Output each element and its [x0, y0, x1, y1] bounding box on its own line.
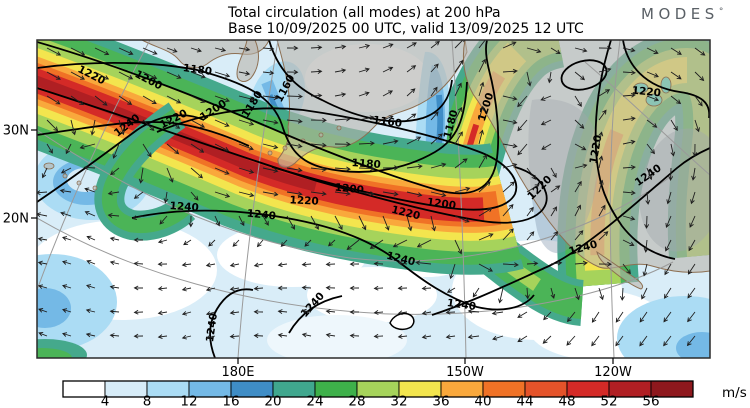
hawaii-island: [389, 312, 415, 331]
contour-label: 1220: [588, 134, 605, 165]
chart-title: Total circulation (all modes) at 200 hPa: [227, 5, 501, 21]
lat-label: 20N: [3, 212, 29, 227]
contour-label: 1200: [426, 196, 457, 212]
logo-mark: °: [719, 7, 724, 17]
colorbar-tick-label: 48: [558, 394, 575, 408]
colorbar-tick-label: 36: [432, 394, 449, 408]
colorbar-unit: m/s: [722, 385, 747, 401]
colorbar-tick-label: 44: [516, 394, 533, 408]
contour-label: 1240: [204, 312, 220, 343]
wind-arrows: [37, 40, 706, 347]
colorbar-frame: [62, 380, 694, 398]
wind-arrow-field: [37, 40, 706, 347]
colorbar-tick-label: 28: [348, 394, 365, 408]
lat-label: 30N: [3, 124, 29, 139]
colorbar-tick-label: 32: [390, 394, 407, 408]
land-baja: [596, 250, 644, 290]
colorbar-tick-label: 8: [143, 394, 152, 408]
lon-label: 150W: [446, 365, 484, 380]
contour-label: 1180: [351, 157, 381, 171]
contour-label: 1240: [446, 297, 477, 313]
colorbar-tick-label: 24: [306, 394, 323, 408]
colorbar-segment: [62, 380, 106, 398]
colorbar-tick-label: 56: [642, 394, 659, 408]
axis-labels: 30N 20N 180E 150W 120W: [3, 124, 632, 381]
colorbar-tick-label: 40: [474, 394, 491, 408]
contour-label: 1240: [169, 200, 199, 214]
land-alaska: [276, 40, 468, 168]
colorbar-segment: [104, 380, 148, 398]
contour-label: 1240: [246, 208, 276, 223]
modes-logo: MODES°: [641, 5, 723, 23]
colorbar-tick-label: 4: [101, 394, 110, 408]
colorbar-tick-label: 16: [222, 394, 239, 408]
map-border: [36, 39, 711, 359]
contour-label: 1220: [289, 194, 319, 208]
great-lakes: [633, 76, 672, 107]
colorbar-tick-label: 12: [180, 394, 197, 408]
colorbar-tick-label: 52: [600, 394, 617, 408]
lon-label: 180E: [221, 365, 254, 380]
contour-label: 1220: [631, 85, 661, 100]
land-kamchatka: [236, 40, 259, 82]
colorbar-tick-label: 20: [264, 394, 281, 408]
graticule: [37, 40, 710, 358]
lon-label: 120W: [594, 365, 632, 380]
contour-label: 1180: [182, 62, 213, 78]
colorbar: 4 8 12 16 20 24 28 32 36 40 44 48 52 56m/s: [62, 380, 747, 408]
contour-label: 1160: [372, 114, 403, 130]
chart-subtitle: Base 10/09/2025 00 UTC, valid 13/09/2025…: [228, 21, 584, 37]
